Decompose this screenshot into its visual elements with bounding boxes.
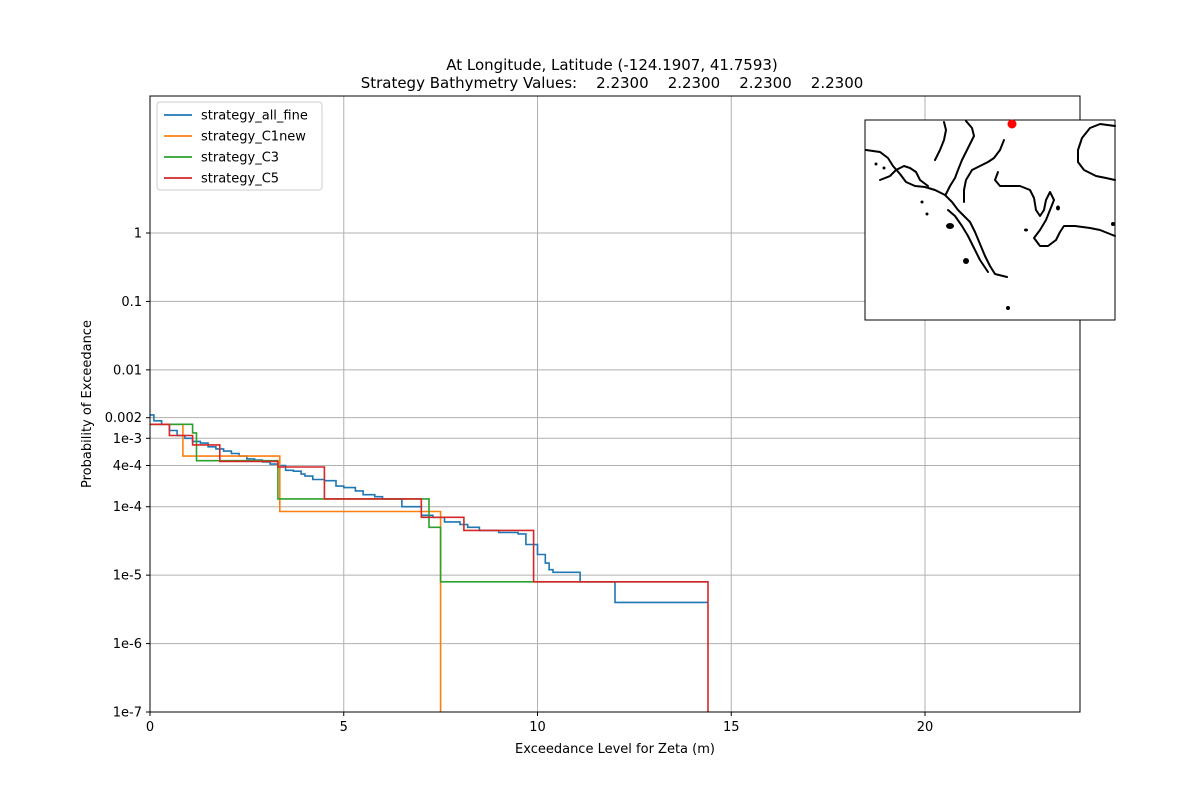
x-tick-label: 20 bbox=[917, 720, 934, 735]
y-axis-ticks: 1 0.1 0.01 0.002 1e-3 4e-4 1e-4 1e-5 1e-6 1e-7 bbox=[105, 227, 150, 721]
island-7 bbox=[1024, 228, 1028, 232]
island-8 bbox=[1111, 222, 1115, 226]
series-line-strategy-C5 bbox=[150, 423, 709, 712]
island-2 bbox=[963, 258, 969, 264]
chart-title-line2: Strategy Bathymetry Values: 2.2300 2.230… bbox=[361, 74, 864, 92]
legend: strategy_all_fine strategy_C1new strategy_… bbox=[156, 101, 323, 191]
island-6 bbox=[1056, 205, 1060, 211]
island-5 bbox=[920, 200, 924, 204]
inset-map bbox=[864, 119, 1116, 321]
river-upper bbox=[945, 120, 975, 195]
y-axis-label: Probability of Exceedance bbox=[80, 320, 95, 488]
x-axis-ticks: 0 5 10 15 20 bbox=[146, 712, 933, 735]
legend-label: strategy_all_fine bbox=[201, 109, 308, 124]
series-line-strategy-C3 bbox=[150, 423, 708, 583]
y-tick-label: 4e-4 bbox=[113, 459, 142, 474]
x-tick-label: 5 bbox=[340, 720, 348, 735]
series-lines bbox=[150, 414, 709, 712]
legend-label: strategy_C5 bbox=[201, 172, 279, 187]
y-tick-label: 1e-3 bbox=[113, 432, 142, 447]
coastline-channel bbox=[879, 165, 929, 187]
island-9 bbox=[874, 162, 878, 166]
coastline-shapes bbox=[865, 120, 1116, 278]
legend-label: strategy_C1new bbox=[201, 130, 306, 145]
x-tick-label: 10 bbox=[529, 720, 546, 735]
plot-frame bbox=[149, 95, 1081, 713]
y-tick-label: 1e-4 bbox=[113, 500, 142, 515]
y-tick-label: 0.1 bbox=[121, 295, 142, 310]
y-tick-label: 1e-7 bbox=[113, 706, 142, 721]
legend-label: strategy_C3 bbox=[201, 151, 279, 166]
river-east bbox=[963, 139, 1005, 203]
coastline-main bbox=[865, 149, 1008, 278]
island-1 bbox=[946, 223, 954, 229]
y-tick-label: 1e-5 bbox=[113, 569, 142, 584]
lagoon-east bbox=[1077, 123, 1116, 181]
channel-east bbox=[994, 171, 1116, 247]
river-upper-2 bbox=[934, 121, 947, 161]
y-tick-label: 1e-6 bbox=[113, 637, 142, 652]
legend-box bbox=[156, 101, 323, 191]
island-3 bbox=[1006, 306, 1010, 310]
x-tick-label: 15 bbox=[723, 720, 740, 735]
island-4 bbox=[925, 212, 929, 216]
x-tick-label: 0 bbox=[146, 720, 154, 735]
location-marker bbox=[1007, 119, 1017, 129]
inset-map-frame bbox=[864, 119, 1116, 321]
y-tick-label: 0.01 bbox=[113, 363, 142, 378]
y-tick-label: 1 bbox=[134, 227, 142, 242]
chart-title-line1: At Longitude, Latitude (-124.1907, 41.75… bbox=[446, 56, 778, 74]
x-axis-label: Exceedance Level for Zeta (m) bbox=[515, 742, 715, 757]
islands bbox=[874, 162, 1115, 310]
inner-spit bbox=[947, 209, 989, 273]
y-tick-label: 0.002 bbox=[105, 411, 142, 426]
island-10 bbox=[882, 166, 886, 170]
